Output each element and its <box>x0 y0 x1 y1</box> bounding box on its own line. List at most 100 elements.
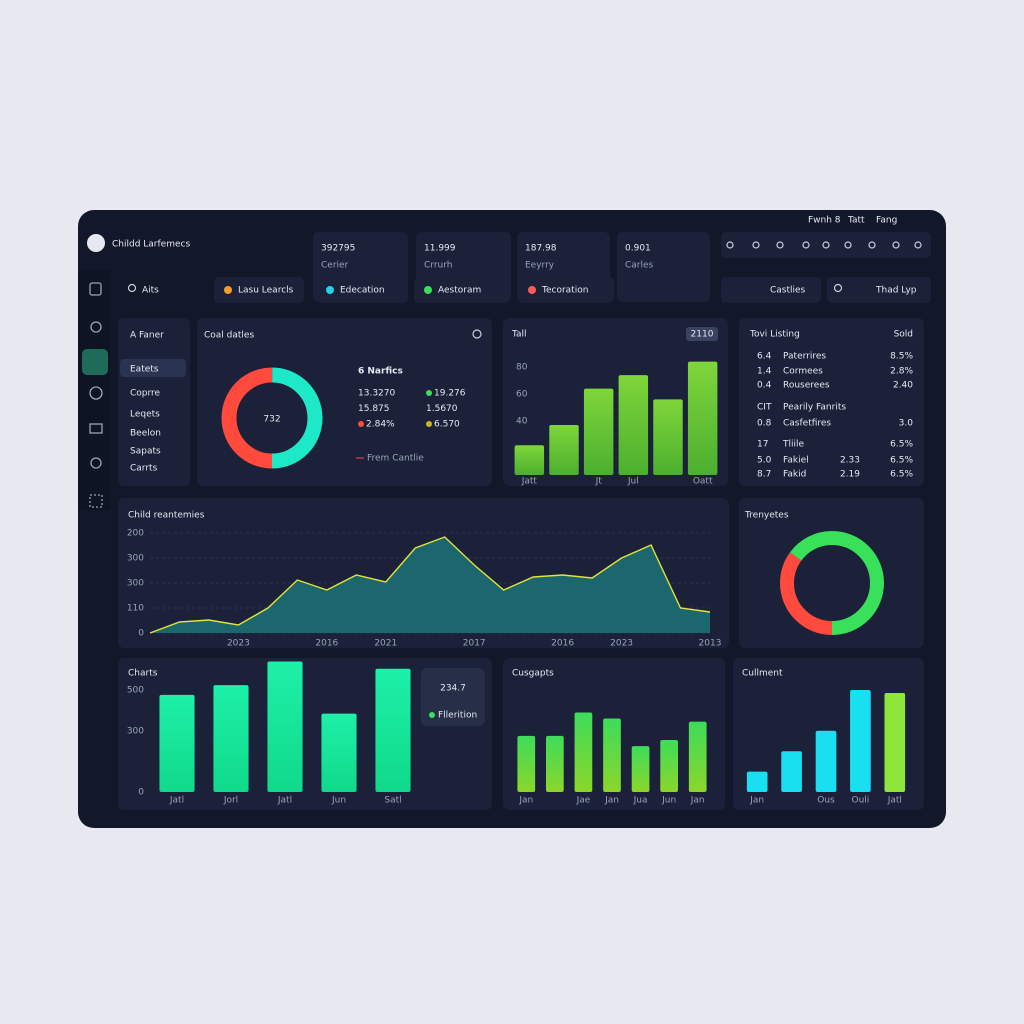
tooltip-label: Fllerition <box>438 711 477 721</box>
tooltip-dot <box>429 712 435 718</box>
legend-dot <box>358 421 364 427</box>
legend-value: 6.570 <box>434 420 460 430</box>
tab[interactable] <box>214 277 304 303</box>
donut-segment <box>221 367 323 469</box>
sidebar <box>78 270 110 510</box>
x-tick-label: Jatl <box>169 796 184 806</box>
badge-label: 2110 <box>691 330 714 340</box>
legend-dot <box>426 421 432 427</box>
y-tick-label: 500 <box>127 686 144 696</box>
top-menu-item[interactable]: Fwnh 8 <box>808 216 841 226</box>
tab[interactable] <box>414 277 510 303</box>
toolbar-icon[interactable] <box>844 241 852 249</box>
submenu-item[interactable]: Leqets <box>130 410 160 420</box>
submenu-item[interactable]: A Faner <box>130 331 164 341</box>
listing-cell: 1.4 <box>757 367 772 377</box>
sidebar-icon[interactable] <box>90 457 102 469</box>
x-tick-label: Ous <box>817 796 835 806</box>
sidebar-icon[interactable] <box>90 321 102 333</box>
toolbar-label: Thad Lyp <box>875 286 917 296</box>
sidebar-icon[interactable] <box>89 423 103 434</box>
tab[interactable] <box>316 277 408 303</box>
submenu-item[interactable]: Beelon <box>130 429 161 439</box>
legend-value: 1.5670 <box>426 404 458 414</box>
stat-value: 392795 <box>321 244 355 254</box>
toolbar-label: Castlies <box>770 286 806 296</box>
badge <box>686 327 718 341</box>
bar <box>631 746 650 792</box>
x-tick-label: 2023 <box>610 639 633 649</box>
tab-dot <box>326 286 334 294</box>
tab-label[interactable]: Lasu Learcls <box>238 286 294 296</box>
toolbar-select[interactable] <box>827 277 931 303</box>
listing-cell: 5.0 <box>757 456 772 466</box>
listing-cell: Paterrires <box>783 352 826 362</box>
listing-cell: 8.7 <box>757 470 771 480</box>
x-tick-label: Jun <box>661 796 676 806</box>
y-tick-label: 40 <box>516 417 528 427</box>
listing-cell: 8.5% <box>890 352 913 362</box>
submenu-item[interactable]: Sapats <box>130 447 161 457</box>
x-tick-label: 2017 <box>463 639 486 649</box>
tab-dot <box>424 286 432 294</box>
search-tab[interactable]: Aits <box>142 286 159 296</box>
toolbar-icon[interactable] <box>868 241 876 249</box>
tab-label[interactable]: Aestoram <box>438 286 481 296</box>
tab-label[interactable]: Tecoration <box>541 286 588 296</box>
x-tick-label: 2023 <box>227 639 250 649</box>
submenu-active[interactable] <box>120 359 186 377</box>
toolbar-icon[interactable] <box>776 241 784 249</box>
listing-cell: Cormees <box>783 367 823 377</box>
bar <box>618 375 649 475</box>
panel-menu[interactable] <box>472 329 482 339</box>
stat-label: Crrurh <box>424 261 452 271</box>
logo <box>87 234 105 252</box>
sidebar-icon[interactable] <box>89 282 102 296</box>
tab-label[interactable]: Edecation <box>340 286 385 296</box>
toolbar-icon[interactable] <box>802 241 810 249</box>
toolbar-icon[interactable] <box>892 241 900 249</box>
sidebar-icon[interactable] <box>89 494 103 508</box>
bar <box>815 730 837 792</box>
chart-title: Child reantemies <box>128 511 205 521</box>
top-menu-item[interactable]: Tatt <box>847 216 865 226</box>
toolbar-icon[interactable] <box>914 241 922 249</box>
x-tick-label: Jt <box>595 477 603 487</box>
toolbar-button[interactable] <box>721 277 821 303</box>
panel <box>197 318 492 486</box>
listing-title: Tovi Listing <box>749 330 800 340</box>
top-menu-item[interactable]: Fang <box>876 216 897 226</box>
y-tick-label: 80 <box>516 363 528 373</box>
bar <box>653 399 683 475</box>
listing-cell: Rouserees <box>783 381 830 391</box>
x-tick-label: Jatl <box>887 796 902 806</box>
stat-label: Cerier <box>321 261 349 271</box>
toolbar-icon[interactable] <box>752 241 760 249</box>
submenu-item[interactable]: Carrts <box>130 464 158 474</box>
bar <box>884 693 906 792</box>
toolbar-icon[interactable] <box>726 241 734 249</box>
x-tick-label: 2021 <box>374 639 397 649</box>
chart-title: Trenyetes <box>744 511 789 521</box>
x-tick-label: Jae <box>576 796 591 806</box>
x-tick-label: Jan <box>518 796 533 806</box>
listing-cell: 2.40 <box>893 381 913 391</box>
submenu-item[interactable]: Coprre <box>130 389 161 399</box>
x-tick-label: 2013 <box>699 639 722 649</box>
stat-label: Eeyrry <box>525 261 555 271</box>
toolbar-icon[interactable] <box>822 241 830 249</box>
sidebar-icon-active[interactable] <box>82 349 108 375</box>
bar <box>746 771 768 792</box>
submenu-item[interactable]: Eatets <box>130 365 159 375</box>
listing-cell: Casfetfires <box>783 419 831 429</box>
bar <box>850 690 871 792</box>
x-tick-label: Jua <box>633 796 648 806</box>
bar <box>159 694 195 792</box>
sidebar-icon[interactable] <box>89 386 103 400</box>
y-tick-label: 60 <box>516 390 528 400</box>
y-tick-label: 300 <box>127 579 144 589</box>
listing-cell: Fakid <box>783 470 806 480</box>
tab[interactable] <box>518 277 614 303</box>
